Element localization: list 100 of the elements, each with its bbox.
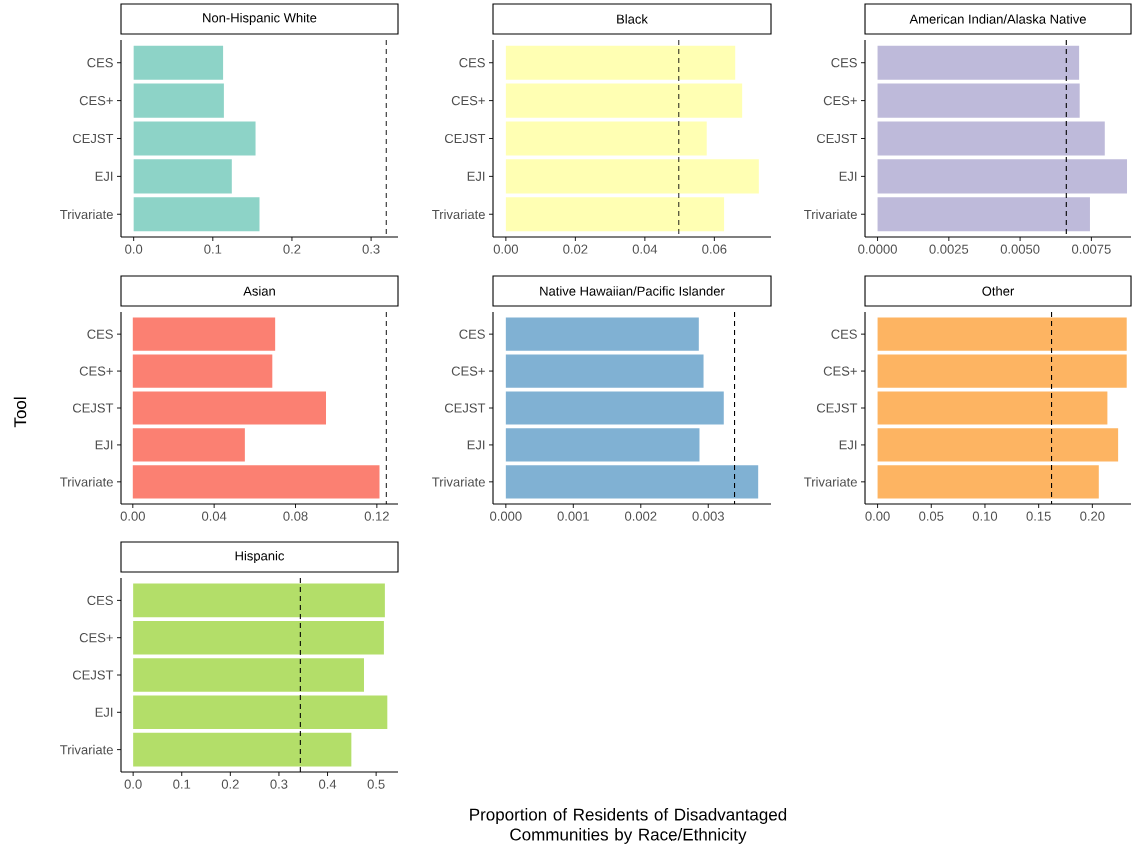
chart-title: American Indian/Alaska Native bbox=[909, 14, 1086, 24]
y-tick-label: Trivariate bbox=[432, 209, 485, 220]
bar bbox=[505, 354, 704, 388]
bar bbox=[505, 317, 699, 351]
y-tick-label: CEJST bbox=[72, 133, 114, 144]
y-tick-label: CES+ bbox=[451, 96, 485, 106]
y-tick-label: EJI bbox=[467, 440, 485, 450]
y-tick-label: CEJST bbox=[72, 670, 114, 680]
bar bbox=[133, 583, 385, 618]
y-tick-label: CES+ bbox=[823, 366, 857, 376]
bar bbox=[505, 197, 725, 232]
bar bbox=[133, 159, 232, 194]
x-tick-label: 0.1 bbox=[173, 779, 191, 789]
y-tick-label: CES bbox=[459, 329, 485, 339]
bar bbox=[877, 83, 1080, 118]
y-tick-label: CES+ bbox=[451, 366, 485, 376]
y-tick-label: EJI bbox=[95, 707, 113, 717]
x-tick-label: 0.3 bbox=[270, 779, 288, 789]
x-tick-label: 0.04 bbox=[632, 244, 658, 254]
y-tick-label: EJI bbox=[839, 171, 857, 181]
bar bbox=[132, 354, 273, 388]
y-tick-label: EJI bbox=[839, 440, 857, 450]
x-tick-label: 0.00 bbox=[120, 511, 145, 521]
bar bbox=[877, 197, 1090, 232]
chart-title: Asian bbox=[243, 286, 275, 296]
y-tick-label: CES bbox=[831, 329, 857, 339]
bar bbox=[505, 121, 707, 156]
bar bbox=[133, 83, 224, 118]
bar bbox=[877, 45, 1080, 80]
x-tick-label: 0.000 bbox=[490, 511, 522, 521]
x-tick-label: 0.00 bbox=[493, 244, 519, 254]
x-tick-label: 0.3 bbox=[362, 244, 380, 254]
bar bbox=[505, 391, 724, 425]
y-tick-label: CES bbox=[87, 329, 113, 339]
bar bbox=[505, 428, 700, 462]
bar bbox=[133, 732, 352, 767]
x-tick-label: 0.5 bbox=[367, 779, 385, 789]
y-tick-label: CEJST bbox=[444, 133, 486, 144]
x-tick-label: 0.06 bbox=[702, 244, 727, 254]
bar bbox=[877, 465, 1099, 499]
y-tick-label: CES+ bbox=[79, 633, 113, 643]
x-tick-label: 0.12 bbox=[364, 511, 389, 521]
y-tick-label: EJI bbox=[95, 440, 113, 450]
x-tick-label: 0.0 bbox=[124, 779, 142, 789]
bar bbox=[877, 159, 1128, 194]
x-tick-label: 0.00 bbox=[865, 511, 890, 521]
x-tick-label: 0.0025 bbox=[929, 244, 969, 254]
y-tick-label: CES+ bbox=[823, 96, 857, 106]
y-tick-label: EJI bbox=[467, 171, 485, 181]
bar bbox=[877, 317, 1127, 351]
y-tick-label: CES+ bbox=[79, 366, 113, 376]
x-tick-label: 0.10 bbox=[972, 511, 998, 521]
bar bbox=[132, 317, 276, 351]
chart-title: Other bbox=[982, 286, 1015, 296]
y-tick-label: CEJST bbox=[816, 403, 858, 413]
x-tick-label: 0.003 bbox=[692, 511, 724, 521]
x-tick-label: 0.20 bbox=[1080, 511, 1105, 521]
bar bbox=[133, 658, 364, 692]
x-tick-label: 0.2 bbox=[283, 244, 301, 254]
x-axis-title: Proportion of Residents of Disadvantaged Communities by Race/Ethnicity bbox=[470, 808, 787, 844]
y-tick-label: Trivariate bbox=[804, 209, 857, 220]
x-tick-label: 0.0050 bbox=[1000, 244, 1040, 254]
y-tick-label: CES bbox=[459, 58, 485, 68]
y-tick-label: CES bbox=[87, 595, 113, 605]
bar bbox=[877, 354, 1127, 388]
y-tick-label: CES bbox=[831, 58, 857, 68]
y-tick-label: EJI bbox=[95, 171, 113, 181]
y-tick-label: CEJST bbox=[444, 403, 486, 413]
x-tick-label: 0.05 bbox=[919, 511, 944, 521]
chart-title: Black bbox=[617, 14, 648, 24]
y-tick-label: Trivariate bbox=[804, 477, 857, 487]
bar bbox=[133, 695, 388, 730]
bar bbox=[877, 428, 1119, 462]
bar bbox=[505, 83, 743, 118]
x-tick-label: 0.0000 bbox=[858, 244, 897, 254]
bar bbox=[505, 465, 759, 499]
x-tick-label: 0.0075 bbox=[1072, 244, 1111, 254]
x-tick-label: 0.4 bbox=[319, 779, 337, 789]
y-tick-label: Trivariate bbox=[60, 744, 113, 755]
y-axis-title: Tool bbox=[13, 397, 27, 428]
x-tick-label: 0.15 bbox=[1026, 511, 1051, 521]
y-tick-label: CES+ bbox=[79, 96, 113, 106]
bar bbox=[133, 45, 224, 80]
bar bbox=[132, 391, 327, 425]
y-tick-label: CES bbox=[87, 58, 113, 68]
bar bbox=[132, 465, 380, 499]
y-tick-label: Trivariate bbox=[60, 477, 113, 487]
bar bbox=[877, 391, 1108, 425]
x-tick-label: 0.001 bbox=[557, 511, 589, 521]
chart-title: Non-Hispanic White bbox=[203, 12, 317, 25]
chart-title: Hispanic bbox=[235, 550, 285, 564]
bar bbox=[133, 121, 256, 156]
x-tick-label: 0.02 bbox=[563, 244, 588, 254]
bar bbox=[133, 620, 384, 655]
bar bbox=[132, 428, 245, 462]
y-tick-label: Trivariate bbox=[60, 209, 113, 220]
y-tick-label: CEJST bbox=[816, 133, 858, 144]
x-tick-label: 0.04 bbox=[202, 511, 227, 521]
x-tick-label: 0.08 bbox=[283, 511, 308, 521]
chart-title: Native Hawaiian/Pacific Islander bbox=[540, 286, 725, 296]
